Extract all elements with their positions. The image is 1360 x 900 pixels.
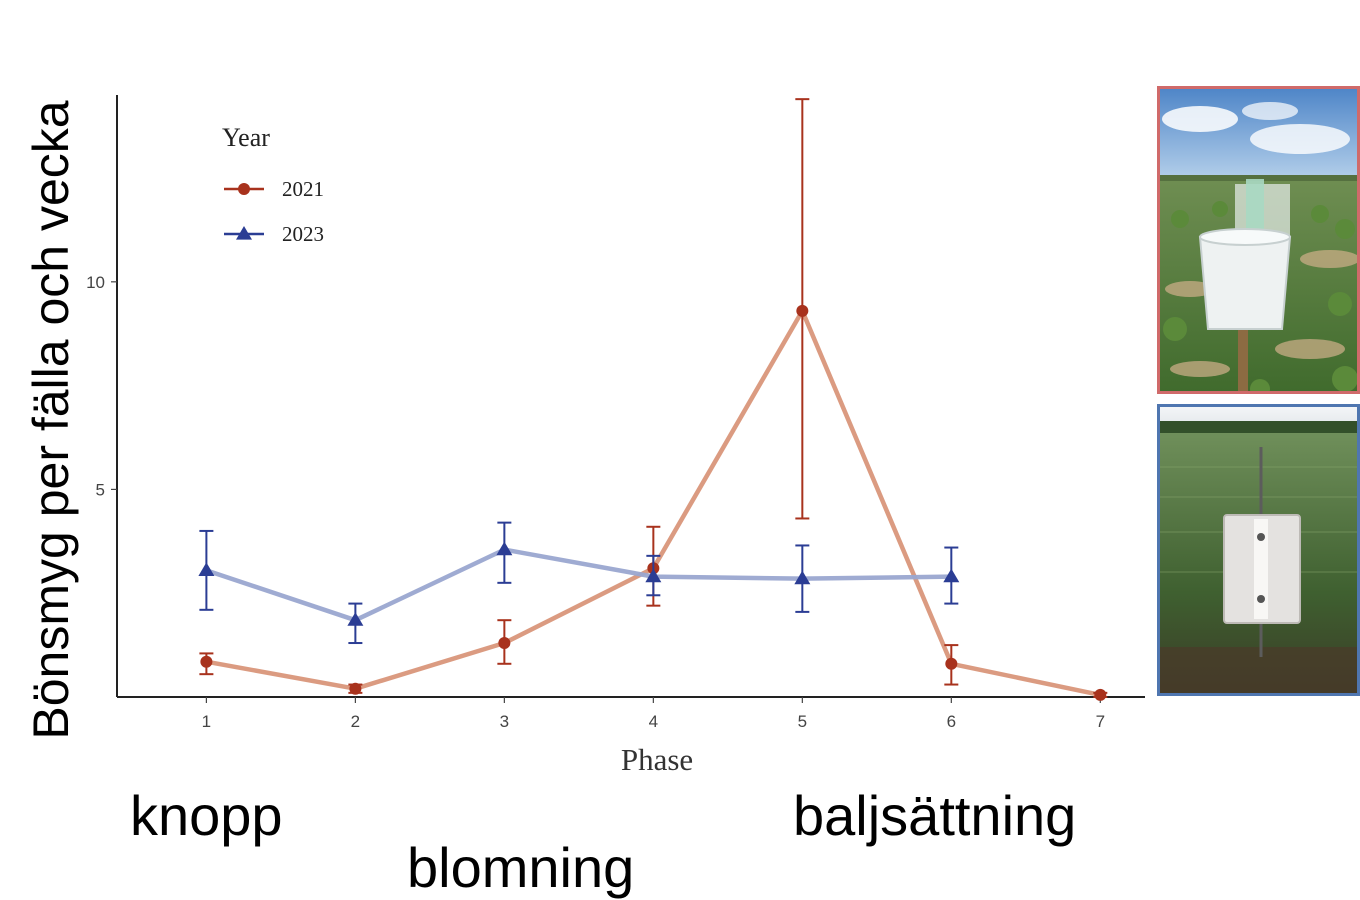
data-point <box>1094 688 1107 701</box>
y-tick-label: 10 <box>86 273 105 292</box>
series-layer <box>198 98 1108 701</box>
data-point <box>945 657 958 670</box>
x-tick-label: 7 <box>1096 712 1105 731</box>
stage-label-bud: knopp <box>130 784 283 847</box>
series-2023 <box>198 521 960 645</box>
y-axis-label: Bönsmyg per fälla och vecka <box>23 100 79 739</box>
data-point <box>200 655 213 668</box>
y-tick-label: 5 <box>96 480 105 499</box>
data-point <box>645 568 662 583</box>
sticky-trap-photo <box>1157 404 1360 696</box>
bucket-trap-photo <box>1157 86 1360 394</box>
data-point <box>496 541 513 556</box>
x-tick-label: 3 <box>500 712 509 731</box>
data-point <box>198 562 215 576</box>
x-tick-label: 5 <box>798 712 807 731</box>
data-point <box>794 570 811 585</box>
legend: Year 2021 2023 <box>222 123 324 246</box>
series-line <box>205 547 952 623</box>
data-point <box>796 304 809 317</box>
x-tick-label: 6 <box>947 712 956 731</box>
series-2021 <box>199 98 1108 701</box>
data-point <box>498 637 511 650</box>
legend-label: 2021 <box>282 177 324 201</box>
legend-label: 2023 <box>282 222 324 246</box>
legend-title: Year <box>222 123 270 152</box>
legend-item-2021: 2021 <box>224 177 324 201</box>
legend-item-2023: 2023 <box>224 222 324 246</box>
data-point <box>236 226 252 240</box>
series-line <box>205 308 1101 698</box>
stage-label-flowering: blomning <box>407 836 635 899</box>
data-point <box>943 568 960 583</box>
stage-label-pod-setting: baljsättning <box>793 784 1077 847</box>
bucket-trap-illustration <box>1160 89 1357 391</box>
data-point <box>238 183 250 195</box>
x-tick-label: 2 <box>351 712 360 731</box>
x-tick-label: 4 <box>649 712 658 731</box>
x-tick-label: 1 <box>202 712 211 731</box>
data-point <box>347 612 364 626</box>
axes: 5 10 1 2 3 4 5 6 7 <box>86 95 1145 731</box>
x-axis-label: Phase <box>621 742 693 777</box>
data-point <box>349 682 362 695</box>
sticky-trap-illustration <box>1160 407 1357 693</box>
